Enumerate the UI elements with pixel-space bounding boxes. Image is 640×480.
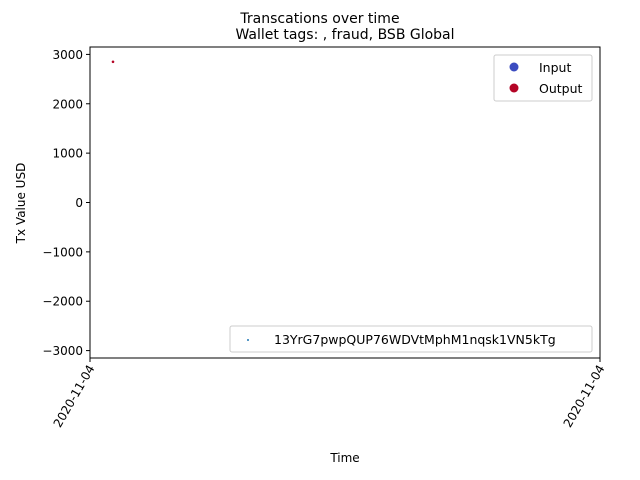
y-tick-label: −3000 <box>42 344 83 358</box>
legend-wallet-marker <box>247 339 249 341</box>
y-tick-label: 3000 <box>52 48 83 62</box>
legend-output-marker <box>509 83 519 93</box>
y-tick-label: 0 <box>75 196 83 210</box>
x-axis-label: Time <box>329 451 359 465</box>
legend-input-marker <box>509 62 519 72</box>
data-point-output <box>111 60 115 64</box>
y-axis: 3000 2000 1000 0 −1000 −2000 −3000 <box>42 48 90 358</box>
legend-type: Input Output <box>493 54 593 102</box>
legend-output-label: Output <box>539 81 583 96</box>
y-axis-label: Tx Value USD <box>14 163 28 245</box>
legend-wallet-label: 13YrG7pwpQUP76WDVtMphM1nqsk1VN5kTg <box>274 332 556 347</box>
y-tick-label: 2000 <box>52 97 83 111</box>
legend-type-frame <box>493 54 593 102</box>
y-tick-label: −1000 <box>42 245 83 259</box>
legend-input-label: Input <box>539 60 571 75</box>
x-tick-label: 2020-11-04 <box>561 363 608 430</box>
data-points <box>111 60 115 64</box>
y-tick-label: 1000 <box>52 147 83 161</box>
legend-wallet-frame <box>229 325 593 353</box>
legend-wallet: 13YrG7pwpQUP76WDVtMphM1nqsk1VN5kTg <box>229 325 593 353</box>
x-tick-label: 2020-11-04 <box>51 363 98 430</box>
x-axis: 2020-11-04 2020-11-04 <box>51 358 608 430</box>
y-tick-label: −2000 <box>42 295 83 309</box>
chart-suptitle: Transcations over time <box>239 11 399 27</box>
chart-title: Wallet tags: , fraud, BSB Global <box>235 27 454 43</box>
